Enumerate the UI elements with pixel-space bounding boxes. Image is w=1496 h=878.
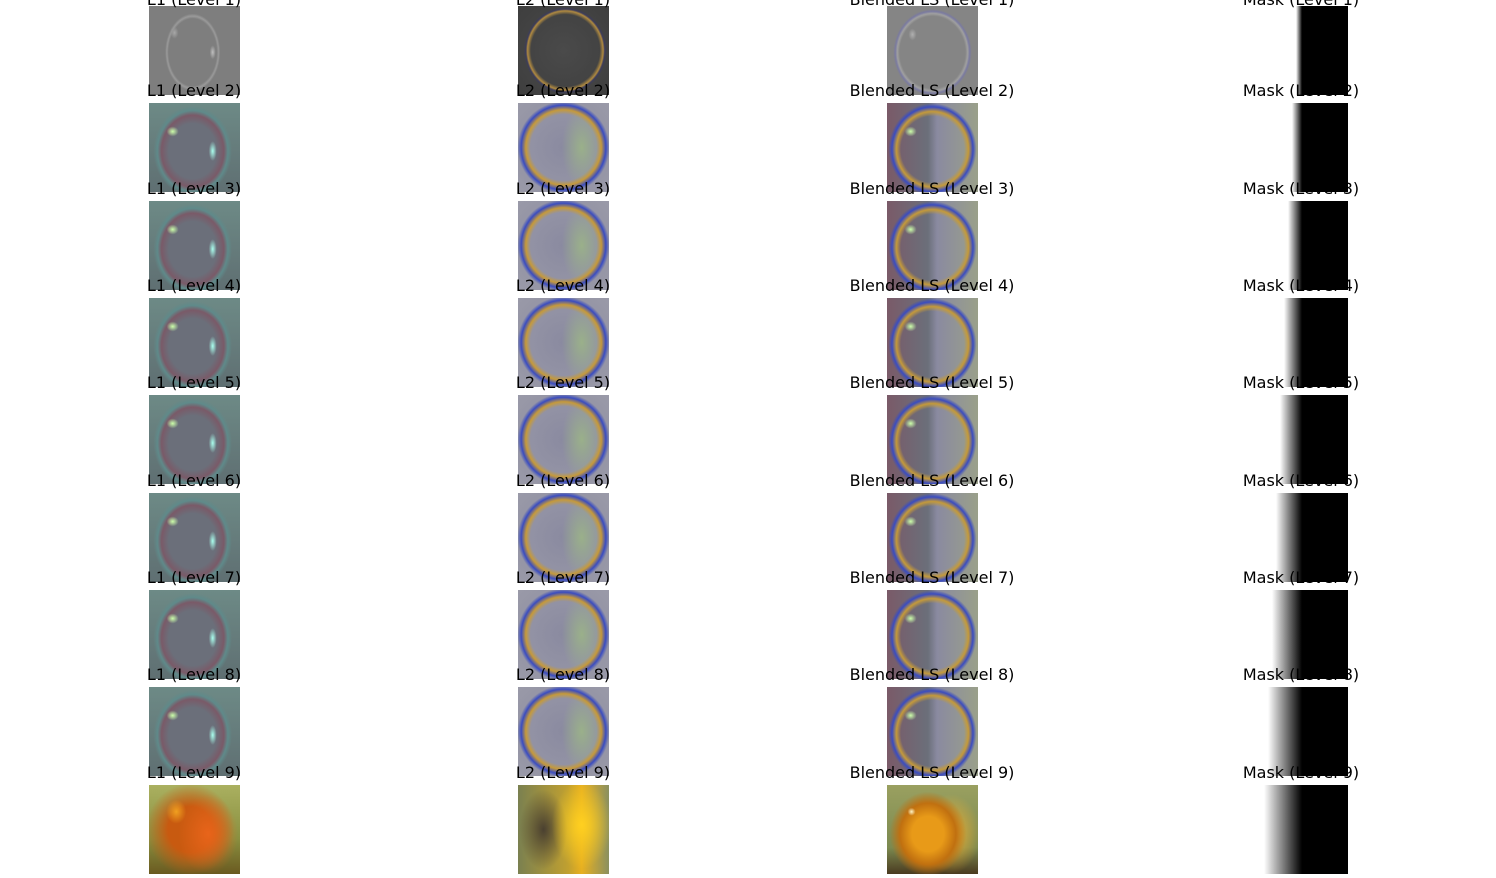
mask-label: Mask (Level 4) bbox=[1242, 276, 1360, 295]
l1-image bbox=[149, 493, 240, 582]
l1-image bbox=[149, 201, 240, 290]
mask-ramp bbox=[1276, 493, 1302, 582]
mask-image bbox=[1257, 298, 1348, 387]
mask-image bbox=[1257, 395, 1348, 484]
l2-label: L2 (Level 9) bbox=[515, 763, 611, 782]
mask-label: Mask (Level 2) bbox=[1242, 81, 1360, 100]
mask-black-region bbox=[1302, 395, 1348, 484]
blend-label: Blended LS (Level 9) bbox=[849, 763, 1015, 782]
l2-label: L2 (Level 7) bbox=[515, 568, 611, 587]
mask-label: Mask (Level 8) bbox=[1242, 665, 1360, 684]
mask-image bbox=[1257, 785, 1348, 874]
l1-image bbox=[149, 590, 240, 679]
mask-ramp bbox=[1268, 687, 1302, 776]
blend-image bbox=[887, 298, 978, 387]
l2-image bbox=[518, 687, 609, 776]
mask-image bbox=[1257, 6, 1348, 95]
mask-black-region bbox=[1302, 785, 1348, 874]
blend-image bbox=[887, 395, 978, 484]
l1-label: L1 (Level 1) bbox=[147, 0, 241, 9]
mask-label: Mask (Level 6) bbox=[1242, 471, 1360, 490]
blend-image bbox=[887, 687, 978, 776]
l2-label: L2 (Level 2) bbox=[515, 81, 611, 100]
blend-image bbox=[887, 103, 978, 192]
blend-label: Blended LS (Level 7) bbox=[849, 568, 1015, 587]
blend-image bbox=[887, 201, 978, 290]
mask-ramp bbox=[1272, 590, 1302, 679]
mask-label: Mask (Level 3) bbox=[1242, 179, 1360, 198]
l2-image bbox=[518, 201, 609, 290]
l2-image bbox=[518, 785, 609, 874]
mask-image bbox=[1257, 590, 1348, 679]
l1-label: L1 (Level 9) bbox=[146, 763, 242, 782]
l2-label: L2 (Level 1) bbox=[516, 0, 610, 9]
blend-label: Blended LS (Level 3) bbox=[849, 179, 1015, 198]
l1-label: L1 (Level 3) bbox=[146, 179, 242, 198]
l1-image bbox=[149, 395, 240, 484]
mask-ramp bbox=[1264, 785, 1302, 874]
mask-black-region bbox=[1302, 590, 1348, 679]
l1-image bbox=[149, 6, 240, 95]
mask-black-region bbox=[1302, 103, 1348, 192]
mask-black-region bbox=[1302, 6, 1348, 95]
mask-black-region bbox=[1302, 493, 1348, 582]
l2-label: L2 (Level 3) bbox=[515, 179, 611, 198]
l2-label: L2 (Level 8) bbox=[515, 665, 611, 684]
l2-label: L2 (Level 5) bbox=[515, 373, 611, 392]
l1-label: L1 (Level 8) bbox=[146, 665, 242, 684]
l2-image bbox=[518, 298, 609, 387]
blend-image bbox=[887, 6, 978, 95]
blend-label: Blended LS (Level 1) bbox=[850, 0, 1015, 9]
mask-ramp bbox=[1280, 395, 1302, 484]
mask-ramp bbox=[1292, 103, 1302, 192]
mask-ramp bbox=[1296, 6, 1302, 95]
mask-image bbox=[1257, 103, 1348, 192]
mask-image bbox=[1257, 493, 1348, 582]
l2-label: L2 (Level 6) bbox=[515, 471, 611, 490]
l1-label: L1 (Level 6) bbox=[146, 471, 242, 490]
blend-label: Blended LS (Level 8) bbox=[849, 665, 1015, 684]
mask-black-region bbox=[1302, 201, 1348, 290]
l2-image bbox=[518, 103, 609, 192]
l1-label: L1 (Level 2) bbox=[146, 81, 242, 100]
blend-label: Blended LS (Level 5) bbox=[849, 373, 1015, 392]
l2-image bbox=[518, 395, 609, 484]
l1-image bbox=[149, 103, 240, 192]
mask-ramp bbox=[1288, 201, 1302, 290]
mask-label: Mask (Level 7) bbox=[1242, 568, 1360, 587]
l1-image bbox=[149, 785, 240, 874]
blend-label: Blended LS (Level 6) bbox=[849, 471, 1015, 490]
l2-image bbox=[518, 493, 609, 582]
mask-label: Mask (Level 9) bbox=[1242, 763, 1360, 782]
mask-ramp bbox=[1284, 298, 1302, 387]
blend-image bbox=[887, 493, 978, 582]
blend-label: Blended LS (Level 2) bbox=[849, 81, 1015, 100]
mask-image bbox=[1257, 687, 1348, 776]
l1-label: L1 (Level 7) bbox=[146, 568, 242, 587]
blend-label: Blended LS (Level 4) bbox=[849, 276, 1015, 295]
l1-label: L1 (Level 4) bbox=[146, 276, 242, 295]
l1-label: L1 (Level 5) bbox=[146, 373, 242, 392]
l1-image bbox=[149, 687, 240, 776]
l2-image bbox=[518, 590, 609, 679]
mask-label: Mask (Level 5) bbox=[1242, 373, 1360, 392]
l2-image bbox=[518, 6, 609, 95]
l1-image bbox=[149, 298, 240, 387]
blend-image bbox=[887, 785, 978, 874]
mask-image bbox=[1257, 201, 1348, 290]
mask-black-region bbox=[1302, 687, 1348, 776]
mask-label: Mask (Level 1) bbox=[1243, 0, 1359, 9]
mask-black-region bbox=[1302, 298, 1348, 387]
blend-image bbox=[887, 590, 978, 679]
l2-label: L2 (Level 4) bbox=[515, 276, 611, 295]
